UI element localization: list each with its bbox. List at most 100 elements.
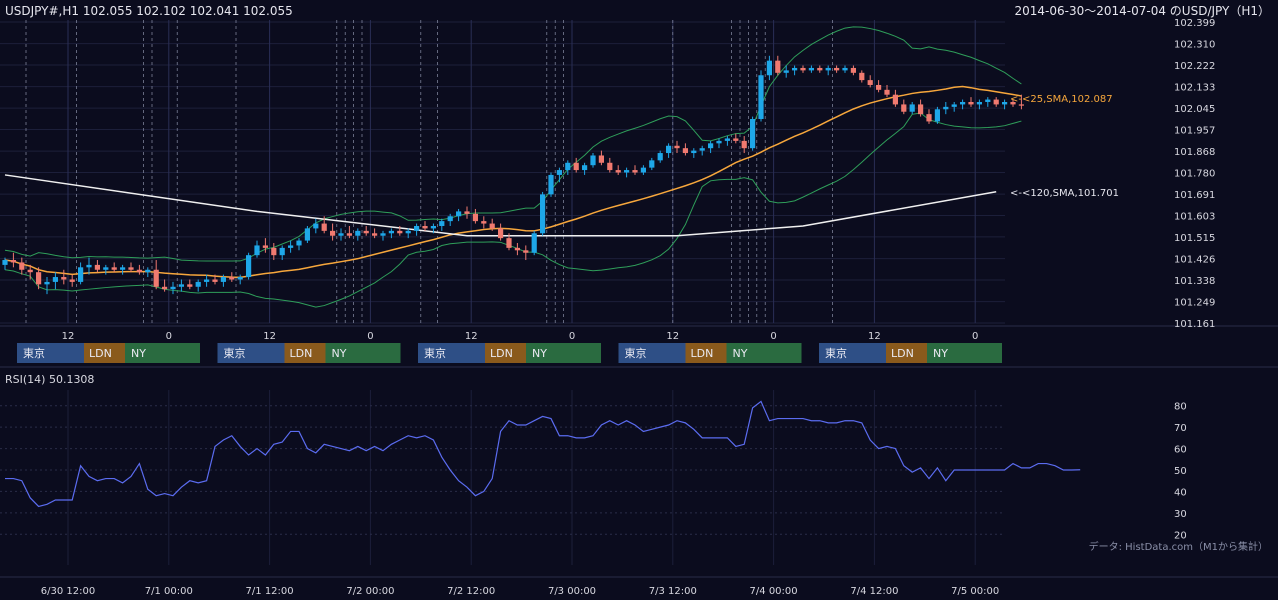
candle-body (170, 286, 176, 290)
candle-body (842, 67, 848, 71)
candle-body (472, 213, 478, 222)
candle-body (94, 264, 100, 270)
newyork-label: NY (532, 347, 547, 360)
candle-body (363, 230, 369, 234)
date-tick-label: 7/2 12:00 (447, 586, 495, 597)
price-tick-label: 101.868 (1174, 147, 1215, 158)
price-tick-label: 101.691 (1174, 190, 1215, 201)
candle-body (556, 170, 562, 175)
candle-body (573, 162, 579, 171)
candle-body (153, 269, 159, 287)
london-session (886, 343, 927, 363)
date-axis: 6/30 12:00 7/1 00:00 7/1 12:00 7/2 00:00 7/2… (41, 586, 999, 597)
candle-body (271, 247, 277, 256)
candle-body (724, 138, 730, 141)
candle-body (800, 67, 806, 71)
candle-body (808, 67, 814, 71)
candle-body (204, 279, 210, 282)
candle-body (195, 281, 201, 287)
candle-body (523, 250, 529, 253)
tokyo-label: 東京 (224, 346, 246, 360)
candle-body (758, 75, 764, 120)
candle-body (792, 67, 798, 71)
newyork-session (125, 343, 200, 363)
candle-body (321, 223, 327, 231)
candle-body (187, 284, 193, 287)
rsi-panel: 80 70 60 50 40 30 20 (0, 400, 1187, 541)
london-session (685, 343, 727, 363)
hour-tick-label: 12 (666, 331, 679, 342)
tokyo-label: 東京 (23, 346, 45, 360)
candle-body (876, 84, 882, 90)
price-tick-label: 101.249 (1174, 298, 1215, 309)
candle-body (288, 245, 294, 248)
candle-body (582, 165, 588, 171)
candle-body (817, 67, 823, 71)
price-tick-label: 101.515 (1174, 233, 1215, 244)
candle-body (430, 225, 436, 229)
candle-body (985, 99, 991, 102)
hour-axis: 12 0 12 0 12 0 12 0 12 0 (62, 331, 979, 342)
candle-body (246, 255, 252, 278)
candle-body (489, 223, 495, 229)
london-label: LDN (891, 347, 914, 360)
candle-body (405, 230, 411, 234)
candle-body (918, 104, 924, 115)
candle-body (296, 240, 302, 246)
london-session (485, 343, 526, 363)
candle-body (531, 233, 537, 253)
symbol-info: USDJPY#,H1 102.055 102.102 102.041 102.0… (5, 4, 293, 18)
london-label: LDN (691, 347, 714, 360)
candle-body (850, 67, 856, 73)
rsi-tick-label: 70 (1174, 423, 1187, 434)
candle-body (422, 225, 428, 229)
newyork-session (526, 343, 601, 363)
london-label: LDN (290, 347, 313, 360)
candle-body (859, 72, 865, 81)
tokyo-session (819, 343, 886, 363)
candle-body (766, 60, 772, 76)
price-tick-label: 101.603 (1174, 212, 1215, 223)
candle-body (666, 145, 672, 154)
date-tick-label: 7/3 12:00 (649, 586, 697, 597)
sma120-label: <-<120,SMA,101.701 (1010, 188, 1119, 199)
date-tick-label: 7/4 12:00 (850, 586, 898, 597)
price-tick-label: 101.338 (1174, 276, 1215, 287)
candle-body (960, 101, 966, 105)
bollinger-lower (4, 112, 1022, 308)
candle-body (682, 148, 688, 154)
date-tick-label: 7/1 12:00 (246, 586, 294, 597)
candle-body (397, 230, 403, 234)
candle-body (741, 140, 747, 149)
candle-body (103, 267, 109, 270)
candle-body (1018, 104, 1024, 106)
price-tick-label: 102.310 (1174, 40, 1215, 51)
candle-body (926, 114, 932, 122)
date-tick-label: 7/2 00:00 (346, 586, 394, 597)
candle-body (884, 89, 890, 95)
candle-body (506, 238, 512, 248)
candle-body (19, 262, 25, 270)
candle-body (590, 155, 596, 166)
hour-tick-label: 0 (569, 331, 575, 342)
candle-body (136, 269, 142, 273)
candle-body (649, 160, 655, 168)
candle-body (548, 174, 554, 195)
price-axis: 102.399 102.310 102.222 102.133 102.045 101.9… (1174, 18, 1215, 330)
candle-body (44, 281, 50, 285)
candle-body (2, 260, 8, 265)
newyork-session (927, 343, 1002, 363)
candle-body (708, 143, 714, 149)
date-tick-label: 6/30 12:00 (41, 586, 95, 597)
candle-body (464, 211, 470, 214)
candle-body (10, 260, 16, 263)
sma120-line (4, 174, 997, 237)
rsi-tick-label: 80 (1174, 402, 1187, 413)
tokyo-label: 東京 (424, 346, 446, 360)
date-tick-label: 7/3 00:00 (548, 586, 596, 597)
price-tick-label: 102.045 (1174, 104, 1215, 115)
candle-body (346, 233, 352, 236)
newyork-label: NY (332, 347, 347, 360)
price-tick-label: 101.426 (1174, 255, 1215, 266)
hour-tick-label: 0 (166, 331, 172, 342)
